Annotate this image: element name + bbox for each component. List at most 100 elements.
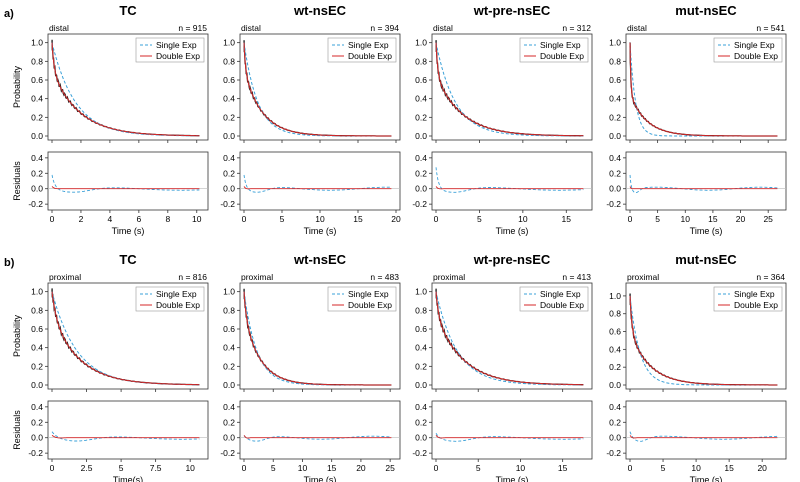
x-tick-label: 5 bbox=[280, 214, 285, 224]
x-tick-label: 0 bbox=[434, 214, 439, 224]
resid-y-tick-label: 0.0 bbox=[31, 433, 43, 443]
probability-axes bbox=[625, 282, 787, 390]
legend-label-double: Double Exp bbox=[734, 51, 778, 61]
y-tick-label: 1.0 bbox=[609, 291, 621, 301]
x-tick-label: 0 bbox=[628, 463, 633, 473]
legend-box bbox=[519, 37, 589, 63]
y-tick-label: 0.2 bbox=[223, 361, 235, 371]
residuals-single-exp bbox=[435, 167, 584, 193]
residuals-axes bbox=[625, 151, 787, 211]
y-tick-label: 0.8 bbox=[31, 56, 43, 66]
y-tick-label: 0.0 bbox=[31, 380, 43, 390]
y-tick-label: 0.6 bbox=[31, 324, 43, 334]
y-tick-label: 0.0 bbox=[31, 131, 43, 141]
x-tick-label: 10 bbox=[518, 214, 528, 224]
x-tick-label: 7.5 bbox=[150, 463, 162, 473]
legend-label-single: Single Exp bbox=[156, 289, 197, 299]
series-single-exp bbox=[629, 295, 778, 386]
x-tick-label: 15 bbox=[724, 463, 734, 473]
probability-axes bbox=[431, 282, 593, 390]
resid-y-tick-label: 0.2 bbox=[415, 417, 427, 427]
residuals-double-exp bbox=[435, 434, 584, 439]
legend-label-double: Double Exp bbox=[348, 51, 392, 61]
x-tick-label: 6 bbox=[136, 214, 141, 224]
x-axis-label: Time (s) bbox=[112, 226, 145, 236]
x-tick-label: 20 bbox=[736, 214, 746, 224]
y-tick-label: 0.6 bbox=[415, 75, 427, 85]
y-tick-label: 1.0 bbox=[223, 287, 235, 297]
x-tick-label: 0 bbox=[50, 214, 55, 224]
subplot-a-wt-pre-nsec: wt-pre-nsEC distal n = 312 0.0 0.2 0.4 0.6 0.8 1… bbox=[412, 3, 593, 236]
resid-y-tick-label: 0.2 bbox=[609, 417, 621, 427]
x-tick-label: 0 bbox=[242, 214, 247, 224]
residuals-single-exp bbox=[243, 435, 392, 442]
residuals-single-exp bbox=[629, 431, 778, 442]
n-count-label: n = 915 bbox=[178, 23, 207, 33]
resid-y-tick-label: 0.2 bbox=[223, 417, 235, 427]
resid-y-tick-label: 0.0 bbox=[31, 184, 43, 194]
x-tick-label: 5 bbox=[271, 463, 276, 473]
x-tick-label: 10 bbox=[516, 463, 526, 473]
x-tick-label: 15 bbox=[353, 214, 363, 224]
region-label: proximal bbox=[241, 272, 273, 282]
x-tick-label: 5 bbox=[476, 463, 481, 473]
residuals-axes bbox=[239, 151, 401, 211]
residuals-double-exp bbox=[243, 435, 392, 439]
probability-axes bbox=[239, 282, 401, 390]
legend-label-double: Double Exp bbox=[348, 300, 392, 310]
y-tick-label: 0.0 bbox=[609, 380, 621, 390]
legend-label-single: Single Exp bbox=[540, 289, 581, 299]
residuals-double-exp bbox=[629, 186, 778, 190]
resid-y-tick-label: -0.2 bbox=[606, 199, 621, 209]
y-axis-label-residuals: Residuals bbox=[12, 161, 22, 201]
resid-y-tick-label: 0.0 bbox=[609, 184, 621, 194]
series-double-exp bbox=[51, 42, 200, 137]
subplot-b-wt-pre-nsec: wt-pre-nsEC proximal n = 413 0.0 0.2 0.4 0.6 0.… bbox=[412, 252, 593, 482]
x-axis-label: Time (s) bbox=[690, 226, 723, 236]
series-double-exp bbox=[435, 291, 584, 386]
x-axis-label: Time (s) bbox=[304, 475, 337, 482]
legend-box bbox=[713, 37, 783, 63]
x-tick-label: 5 bbox=[477, 214, 482, 224]
y-tick-label: 0.6 bbox=[415, 324, 427, 334]
legend-box bbox=[327, 286, 397, 312]
subplot-b-wt-nsec: wt-nsEC proximal n = 483 0.0 0.2 0.4 0.6 0.8 1.0… bbox=[220, 252, 401, 482]
resid-y-tick-label: 0.2 bbox=[609, 168, 621, 178]
legend-label-double: Double Exp bbox=[540, 51, 584, 61]
residuals-single-exp bbox=[243, 174, 392, 193]
y-tick-label: 0.6 bbox=[31, 75, 43, 85]
subplot-a-mut-nsec: mut-nsEC distal n = 541 0.0 0.2 0.4 0.6 0.8 1.0 -… bbox=[606, 3, 787, 236]
x-tick-label: 15 bbox=[708, 214, 718, 224]
x-tick-label: 10 bbox=[185, 463, 195, 473]
panel-label-b: b) bbox=[4, 257, 15, 269]
legend-label-single: Single Exp bbox=[734, 40, 775, 50]
x-tick-label: 5 bbox=[661, 463, 666, 473]
x-tick-label: 25 bbox=[763, 214, 773, 224]
y-tick-label: 1.0 bbox=[31, 287, 43, 297]
residuals-single-exp bbox=[435, 432, 584, 442]
y-tick-label: 1.0 bbox=[609, 38, 621, 48]
y-tick-label: 0.2 bbox=[609, 362, 621, 372]
x-tick-label: 20 bbox=[356, 463, 366, 473]
n-count-label: n = 413 bbox=[562, 272, 591, 282]
y-tick-label: 0.2 bbox=[415, 361, 427, 371]
residuals-double-exp bbox=[51, 434, 200, 439]
residuals-axes bbox=[47, 400, 209, 460]
resid-y-tick-label: -0.2 bbox=[28, 448, 43, 458]
residuals-axes bbox=[431, 400, 593, 460]
residuals-axes bbox=[625, 400, 787, 460]
y-tick-label: 0.6 bbox=[223, 75, 235, 85]
legend-label-single: Single Exp bbox=[156, 40, 197, 50]
y-tick-label: 0.2 bbox=[31, 361, 43, 371]
x-tick-label: 15 bbox=[327, 463, 337, 473]
n-count-label: n = 364 bbox=[756, 272, 785, 282]
x-tick-label: 8 bbox=[165, 214, 170, 224]
resid-y-tick-label: -0.2 bbox=[220, 448, 235, 458]
x-tick-label: 15 bbox=[562, 214, 572, 224]
legend-box bbox=[713, 286, 783, 312]
y-tick-label: 0.4 bbox=[415, 94, 427, 104]
n-count-label: n = 483 bbox=[370, 272, 399, 282]
probability-axes bbox=[47, 33, 209, 141]
legend-label-double: Double Exp bbox=[156, 51, 200, 61]
y-tick-label: 0.4 bbox=[609, 94, 621, 104]
